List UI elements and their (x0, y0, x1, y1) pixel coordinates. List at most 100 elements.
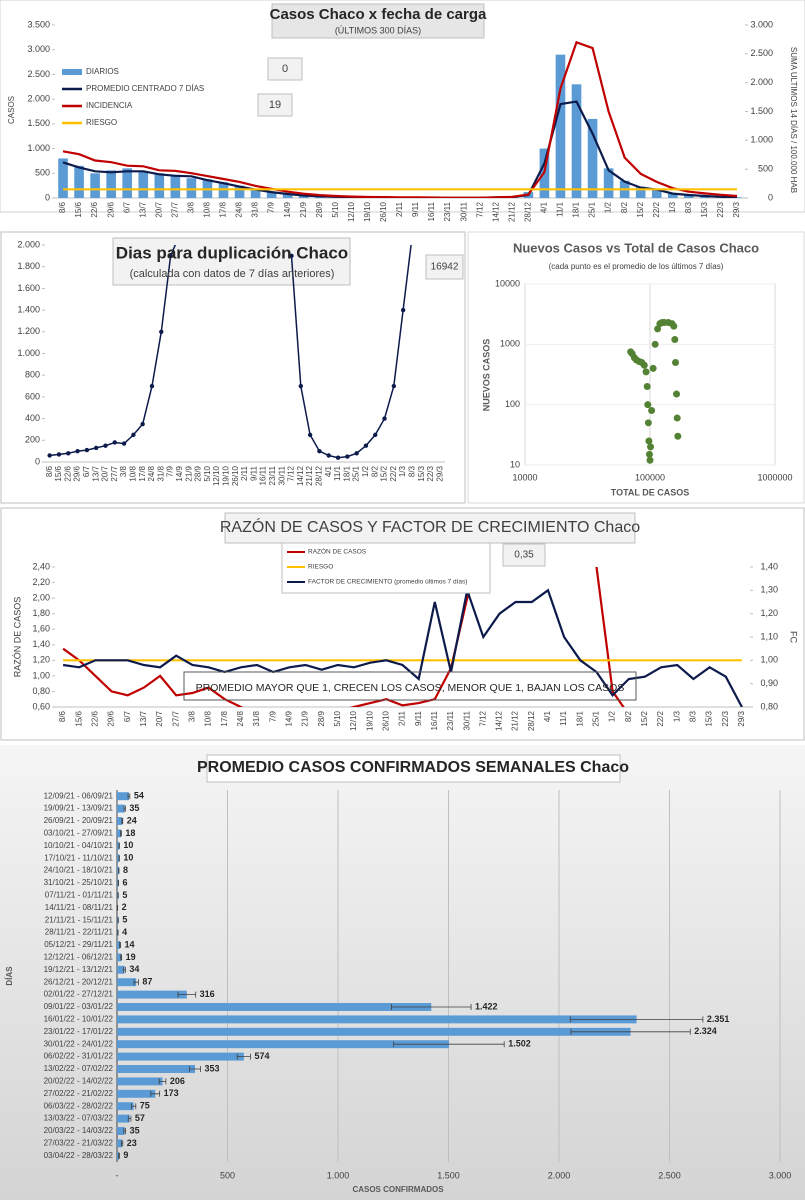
x-tick-label: 8/2 (624, 710, 633, 722)
x-tick-label: 3/8 (187, 201, 196, 213)
y-tick-label: 600 (25, 391, 40, 401)
x-tick-label: 22/2 (389, 465, 398, 481)
y-tick-label: 200 (25, 435, 40, 445)
x-tick-label: 16/11 (427, 201, 436, 221)
x-tick-label: 15/6 (74, 710, 83, 726)
x-tick-label: 1.500 (437, 1170, 460, 1180)
legend-label: FACTOR DE CRECIMIENTO (promedio últimos … (308, 579, 467, 586)
x-tick-label: 14/12 (495, 710, 504, 731)
bar (234, 185, 245, 198)
y-tick-label: 2,40 (32, 561, 50, 571)
x-tick-label: 5/10 (331, 201, 340, 217)
point (646, 456, 654, 464)
x-tick-label: 8/3 (684, 201, 693, 213)
y-tick-label: 2.500 (27, 69, 50, 79)
x-tick-label: 6/7 (82, 465, 91, 477)
x-tick-label: 9/11 (249, 465, 258, 481)
y2-tick-label: 2.000 (750, 77, 773, 87)
error-bar (121, 818, 124, 824)
x-tick-label: 100000 (635, 472, 665, 482)
y-tick-label: 0,60 (32, 701, 50, 711)
y-tick-label: 12/12/21 - 06/12/21 (44, 953, 114, 962)
x-tick-label: 1/3 (398, 465, 407, 477)
bar (117, 965, 125, 974)
y2-tick-label: 1,00 (760, 655, 778, 665)
value-label: 2.324 (694, 1026, 717, 1036)
y-tick-label: 1.000 (27, 143, 50, 153)
value-label: 18 (125, 828, 135, 838)
annotation: 19 (269, 99, 281, 111)
x-tick-label: 17/8 (220, 710, 229, 726)
y-axis-label: CASOS (7, 96, 16, 124)
value-label: 173 (164, 1088, 179, 1098)
x-tick-label: 22/2 (656, 710, 665, 726)
x-tick-label: 4/1 (324, 465, 333, 477)
point (112, 440, 117, 445)
y2-tick-label: 0,80 (760, 701, 778, 711)
point (648, 407, 656, 415)
bar (117, 1139, 123, 1148)
x-tick-label: 22/3 (716, 201, 725, 217)
point (647, 443, 655, 451)
bar (117, 990, 187, 999)
bar (282, 193, 293, 198)
x-tick-label: 22/6 (90, 201, 99, 217)
bar (117, 978, 137, 987)
x-tick-label: 1000000 (757, 472, 792, 482)
bar (250, 189, 261, 198)
point (56, 452, 62, 457)
bar (117, 1040, 449, 1049)
x-tick-label: 3/8 (119, 465, 128, 477)
point (47, 453, 52, 458)
x-tick-label: 14/9 (284, 710, 293, 726)
bar (117, 1065, 196, 1073)
y-tick-label: 02/01/22 - 27/12/21 (44, 990, 114, 999)
y2-tick-label: 3.000 (750, 19, 773, 29)
point (298, 383, 304, 389)
x-tick-label: 10/8 (128, 465, 137, 481)
y-tick-label: 06/03/22 - 28/02/22 (44, 1101, 114, 1110)
x-tick-label: 2/11 (240, 465, 249, 481)
x-tick-label: 3.000 (769, 1170, 792, 1180)
x-tick-label: 7/9 (268, 710, 277, 722)
y-tick-label: 05/12/21 - 29/11/21 (44, 940, 113, 949)
x-tick-label: 24/8 (147, 465, 156, 481)
x-tick-label: 20/7 (155, 710, 164, 726)
value-label: 353 (205, 1063, 220, 1073)
x-tick-label: 15/3 (700, 201, 709, 217)
series-line (62, 586, 743, 707)
x-tick-label: 18/1 (342, 465, 351, 481)
value-label: 75 (140, 1101, 150, 1111)
bar (684, 194, 694, 198)
y2-tick-label: 0 (768, 192, 773, 202)
y-tick-label: 100 (505, 399, 520, 409)
x-tick-label: 1/2 (608, 710, 617, 722)
bar (58, 158, 68, 198)
x-tick-label: 27/7 (171, 710, 180, 726)
value-label: 8 (123, 865, 128, 875)
x-tick-label: 15/6 (54, 465, 63, 481)
point (674, 432, 682, 440)
value-label: 19 (126, 952, 136, 962)
x-tick-label: 23/11 (443, 201, 452, 221)
y-tick-label: 03/10/21 - 27/09/21 (44, 829, 114, 838)
y-tick-label: 2,00 (32, 592, 50, 602)
bar (117, 1127, 125, 1135)
y-tick-label: 0,80 (32, 686, 50, 696)
bar (117, 1089, 156, 1098)
x-tick-label: 7/12 (475, 201, 484, 217)
title-box (206, 754, 621, 783)
y-tick-label: 23/01/22 - 17/01/22 (44, 1027, 114, 1036)
bar (106, 170, 116, 198)
bar (186, 178, 197, 198)
panel (0, 745, 805, 1200)
point (649, 364, 657, 372)
x-tick-label: 9/11 (411, 201, 420, 217)
bar (117, 1015, 637, 1024)
x-tick-label: 8/2 (370, 465, 379, 477)
point (673, 414, 681, 422)
point (317, 448, 322, 454)
y-tick-label: 06/02/22 - 31/01/22 (44, 1052, 114, 1061)
y-tick-label: 30/01/22 - 24/01/22 (44, 1039, 114, 1048)
